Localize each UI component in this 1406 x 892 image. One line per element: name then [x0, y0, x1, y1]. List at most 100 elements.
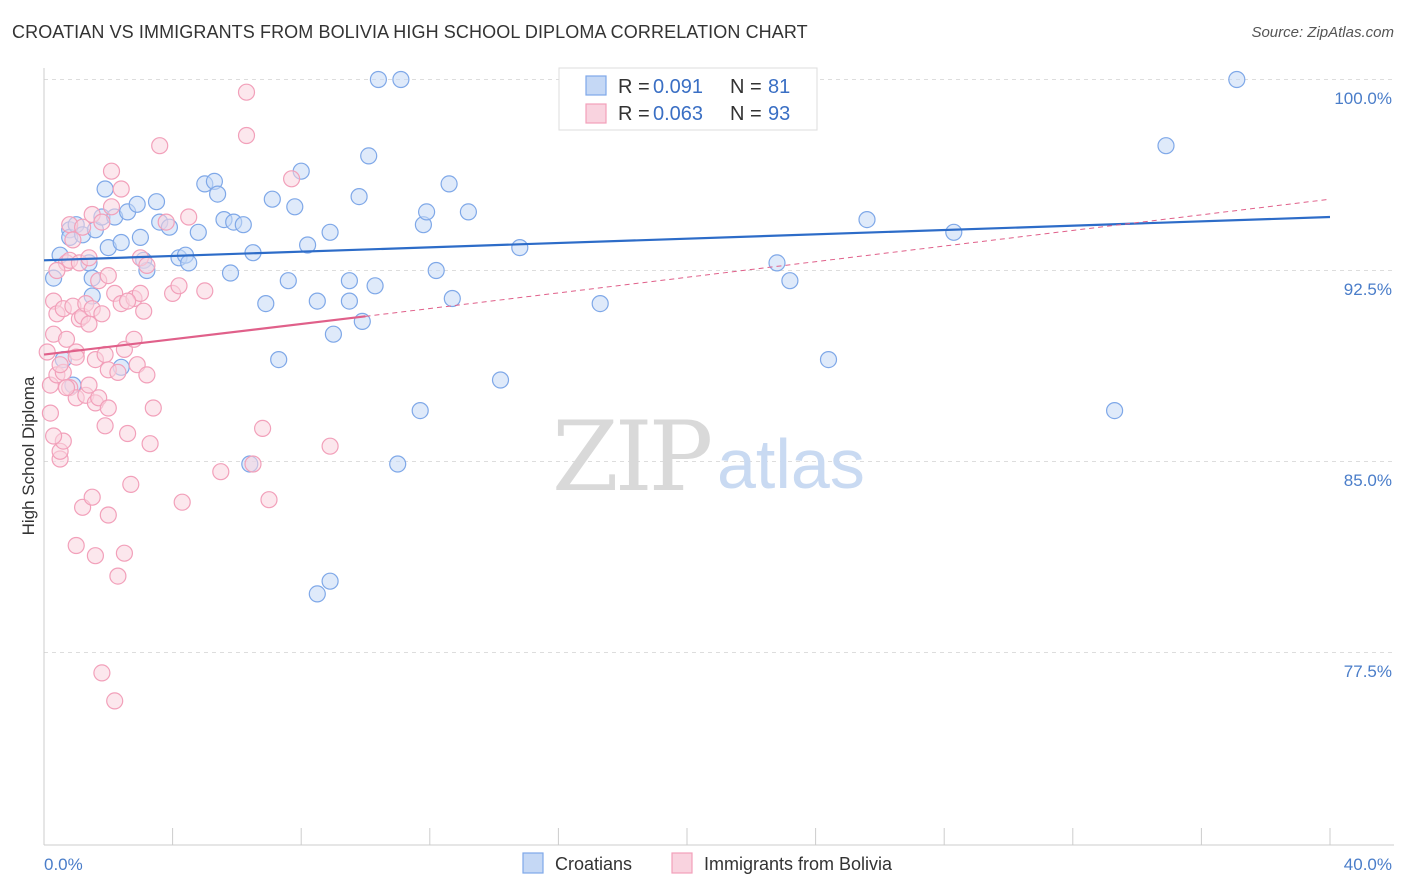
- bolivia-point-79: [99, 506, 117, 524]
- bolivia-point-2: [41, 404, 60, 422]
- croatians-point-64: [781, 272, 799, 290]
- bottom-legend-swatch-bolivia: [671, 852, 693, 874]
- croatians-point-46: [360, 147, 378, 165]
- bolivia-point-63: [170, 277, 188, 295]
- bolivia-point-39: [99, 267, 117, 285]
- bolivia-point-59: [144, 399, 162, 417]
- bolivia-point-23: [73, 218, 92, 236]
- bolivia-point-76: [83, 488, 101, 506]
- croatians-point-55: [443, 289, 461, 308]
- croatians-point-34: [263, 190, 281, 208]
- croatians-point-53: [427, 261, 445, 280]
- bolivia-point-72: [260, 491, 278, 509]
- chart-title: CROATIAN VS IMMIGRANTS FROM BOLIVIA HIGH…: [12, 22, 808, 42]
- croatians-point-80: [131, 228, 149, 246]
- trend-line-0: [43, 215, 1331, 262]
- bolivia-point-88: [80, 376, 98, 394]
- bolivia-point-87: [67, 348, 85, 366]
- croatians-point-49: [392, 70, 410, 89]
- croatians-point-36: [286, 198, 304, 216]
- bolivia-point-57: [138, 366, 156, 384]
- bolivia-point-17: [64, 231, 82, 249]
- data-points: [38, 70, 1246, 710]
- croatians-point-70: [1228, 70, 1246, 89]
- y-tick-label-77-5: 77.5%: [1344, 662, 1392, 681]
- bottom-legend-swatch-croatians: [522, 852, 544, 874]
- croatians-point-40: [321, 223, 339, 241]
- bolivia-point-74: [321, 437, 339, 455]
- croatians-point-71: [270, 351, 288, 369]
- x-tick-label-max: 40.0%: [1344, 855, 1392, 874]
- croatians-point-54: [440, 175, 458, 193]
- croatians-point-24: [189, 223, 207, 241]
- croatians-point-68: [1105, 402, 1124, 420]
- legend-n-label-2: N =: [730, 103, 762, 125]
- croatians-point-43: [340, 292, 358, 310]
- croatians-point-38: [299, 236, 317, 254]
- bolivia-point-77: [67, 536, 85, 555]
- y-tick-label-100: 100.0%: [1334, 89, 1392, 108]
- bolivia-point-81: [115, 544, 134, 562]
- croatians-point-56: [459, 203, 477, 221]
- croatians-point-74: [321, 572, 339, 590]
- bolivia-point-55: [131, 284, 149, 302]
- croatians-point-44: [350, 188, 368, 206]
- trend-extension-1: [365, 198, 1331, 317]
- bolivia-point-0: [38, 343, 56, 361]
- bolivia-point-64: [173, 493, 191, 511]
- bolivia-point-90: [138, 256, 156, 274]
- legend-r-value-1: 0.091: [653, 76, 703, 98]
- watermark-zip: ZIP: [552, 401, 711, 513]
- bolivia-point-70: [244, 455, 262, 473]
- grid-lines: [44, 79, 1394, 653]
- bolivia-point-85: [51, 356, 69, 374]
- trend-line-1: [43, 315, 366, 356]
- bolivia-point-41: [99, 399, 117, 417]
- bottom-legend-bolivia: Immigrants from Bolivia: [704, 854, 893, 874]
- bolivia-point-73: [283, 170, 301, 188]
- croatians-point-13: [112, 233, 130, 252]
- bolivia-point-43: [102, 198, 121, 216]
- bolivia-point-35: [93, 213, 111, 231]
- bolivia-point-69: [237, 126, 256, 145]
- bolivia-point-65: [180, 208, 198, 226]
- bolivia-point-82: [93, 664, 111, 682]
- series-legend: Croatians Immigrants from Bolivia: [522, 852, 893, 874]
- watermark-atlas: atlas: [717, 425, 865, 503]
- bolivia-point-46: [112, 180, 130, 198]
- croatians-point-52: [389, 455, 407, 473]
- croatians-point-31: [234, 216, 252, 234]
- croatians-point-47: [366, 277, 384, 295]
- bolivia-point-13: [57, 330, 76, 348]
- legend-r-label-1: R =: [618, 76, 650, 98]
- croatians-point-35: [279, 272, 297, 290]
- bottom-legend-croatians: Croatians: [555, 854, 632, 874]
- croatians-point-42: [340, 272, 358, 290]
- bolivia-point-58: [141, 435, 159, 453]
- croatians-point-41: [324, 325, 342, 343]
- bolivia-point-78: [86, 547, 105, 565]
- croatians-point-66: [858, 211, 876, 229]
- croatians-point-69: [1157, 137, 1175, 155]
- legend-n-label-1: N =: [730, 76, 762, 98]
- croatians-point-27: [209, 185, 227, 203]
- source-credit: Source: ZipAtlas.com: [1251, 24, 1394, 41]
- croatians-point-67: [945, 223, 963, 241]
- croatians-point-18: [147, 193, 166, 211]
- trend-lines: [43, 198, 1331, 356]
- croatians-point-48: [369, 70, 387, 89]
- bolivia-point-45: [109, 363, 127, 381]
- croatians-point-39: [308, 292, 326, 310]
- legend-swatch-bolivia: [585, 103, 607, 124]
- croatians-point-15: [128, 195, 146, 213]
- x-tick-label-min: 0.0%: [44, 855, 83, 874]
- bolivia-point-66: [196, 282, 214, 300]
- legend-r-value-2: 0.063: [653, 103, 703, 125]
- bolivia-point-80: [109, 567, 127, 585]
- croatians-point-51: [418, 203, 436, 221]
- bolivia-point-36: [93, 305, 111, 323]
- croatians-point-60: [591, 295, 609, 313]
- croatians-point-58: [511, 239, 529, 257]
- bolivia-point-60: [151, 137, 169, 155]
